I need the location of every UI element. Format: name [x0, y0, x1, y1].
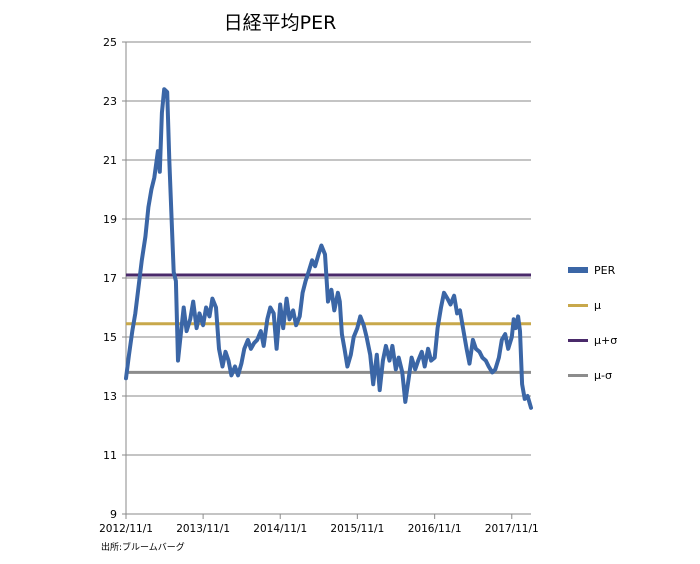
- y-tick-label: 17: [103, 272, 117, 285]
- source-note: 出所:ブルームバーグ: [101, 543, 185, 553]
- y-tick-label: 13: [103, 390, 117, 403]
- legend-swatch-mu-minus-sigma: [568, 374, 588, 377]
- x-tick-label: 2013/11/1: [176, 523, 230, 535]
- y-tick-label: 11: [103, 449, 117, 462]
- legend-label-mu-plus-sigma: μ+σ: [594, 334, 618, 347]
- per-line: [124, 87, 533, 410]
- y-tick-label: 21: [103, 154, 117, 167]
- tick-labels: 9 11 13 15 17 19 21 23 25 2012/11/1 2013/11/1 2014/…: [99, 36, 539, 535]
- legend-label-mu: μ: [594, 299, 601, 312]
- x-tick-label: 2017/11/1: [485, 523, 539, 535]
- y-tick-label: 15: [103, 331, 117, 344]
- legend-label-mu-minus-sigma: μ-σ: [594, 369, 612, 382]
- y-tick-label: 19: [103, 213, 117, 226]
- x-tick-label: 2015/11/1: [330, 523, 384, 535]
- x-tick-label: 2012/11/1: [99, 523, 153, 535]
- chart-title: 日経平均PER: [223, 12, 337, 34]
- axes: [122, 41, 531, 519]
- legend-swatch-per: [568, 267, 588, 273]
- y-tick-label: 23: [103, 95, 117, 108]
- legend-swatch-mu: [568, 304, 588, 307]
- y-tick-label: 9: [110, 508, 117, 521]
- x-tick-label: 2014/11/1: [253, 523, 307, 535]
- legend-swatch-mu-plus-sigma: [568, 339, 588, 342]
- x-tick-label: 2016/11/1: [408, 523, 462, 535]
- gridlines: [126, 41, 531, 456]
- per-series: [124, 87, 533, 410]
- y-tick-label: 25: [103, 36, 117, 49]
- legend-label-per: PER: [594, 264, 616, 277]
